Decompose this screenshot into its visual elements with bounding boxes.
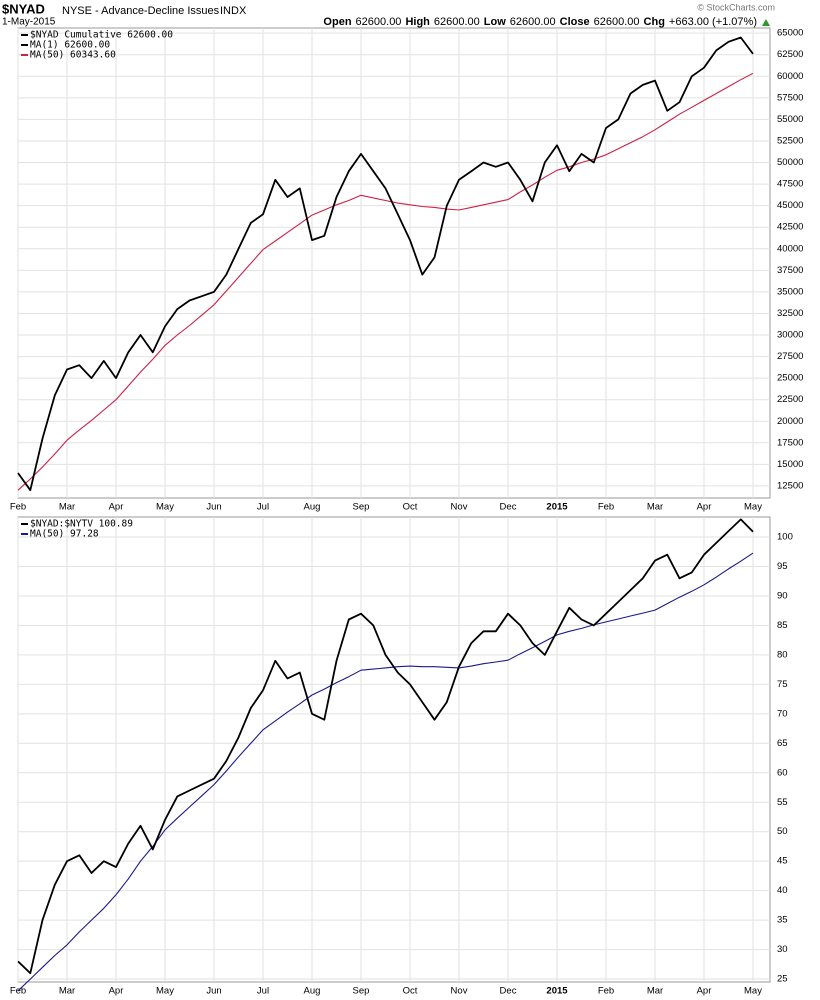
x-tick-label: Apr <box>697 502 712 513</box>
y-tick-label: 100 <box>777 532 793 543</box>
x-tick-label: Apr <box>697 986 712 997</box>
x-tick-label: Jul <box>257 502 269 513</box>
x-tick-label: May <box>744 986 762 997</box>
y-tick-label: 55 <box>777 797 788 808</box>
x-tick-label: Jun <box>206 502 221 513</box>
series-line <box>17 72 754 491</box>
x-tick-label: Feb <box>598 502 614 513</box>
y-tick-label: 30000 <box>777 330 803 341</box>
x-tick-label: Sep <box>353 502 370 513</box>
x-tick-label: May <box>156 502 174 513</box>
y-tick-label: 45 <box>777 856 788 867</box>
x-tick-label: Jul <box>257 986 269 997</box>
plot-area <box>17 27 771 499</box>
x-tick-label: Sep <box>353 986 370 997</box>
y-tick-label: 45000 <box>777 200 803 211</box>
quote-label: Open <box>323 16 351 28</box>
x-tick-label: Apr <box>109 502 124 513</box>
x-tick-label: Feb <box>10 986 26 997</box>
y-tick-label: 80 <box>777 649 788 660</box>
legend-label: MA(50) 97.28 <box>30 529 99 540</box>
quote-label: Close <box>560 16 590 28</box>
x-tick-label: Dec <box>500 986 517 997</box>
date: 1-May-2015 <box>2 17 56 28</box>
y-tick-label: 60 <box>777 767 788 778</box>
legend-label: $NYAD Cumulative 62600.00 <box>30 30 173 41</box>
x-tick-label: Nov <box>451 986 468 997</box>
x-tick-label: Nov <box>451 502 468 513</box>
x-tick-label: 2015 <box>546 986 568 997</box>
x-tick-label: Jun <box>206 986 221 997</box>
y-tick-label: 32500 <box>777 308 803 319</box>
x-tick-label: Aug <box>304 986 321 997</box>
y-tick-label: 42500 <box>777 222 803 233</box>
x-tick-label: Mar <box>647 986 663 997</box>
y-tick-label: 35000 <box>777 286 803 297</box>
quote-value: +663.00 (+1.07%) <box>669 16 757 28</box>
up-arrow <box>762 19 770 26</box>
y-tick-label: 55000 <box>777 114 803 125</box>
y-tick-label: 95 <box>777 561 788 572</box>
y-tick-label: 50 <box>777 826 788 837</box>
x-tick-label: Mar <box>647 502 663 513</box>
x-tick-label: May <box>744 502 762 513</box>
x-tick-label: Dec <box>500 502 517 513</box>
y-tick-label: 25 <box>777 974 788 985</box>
quote-value: 62600.00 <box>594 16 640 28</box>
y-tick-label: 25000 <box>777 373 803 384</box>
y-tick-label: 22500 <box>777 394 803 405</box>
plot-area <box>17 516 771 983</box>
series-line <box>17 36 754 492</box>
quote-label: Low <box>484 16 506 28</box>
quote-label: High <box>405 16 430 28</box>
x-tick-label: Feb <box>598 986 614 997</box>
quote-value: 62600.00 <box>356 16 402 28</box>
y-tick-label: 37500 <box>777 265 803 276</box>
x-tick-label: Mar <box>59 986 75 997</box>
y-tick-label: 75 <box>777 679 788 690</box>
x-tick-label: Aug <box>304 502 321 513</box>
y-tick-label: 52500 <box>777 135 803 146</box>
y-tick-label: 15000 <box>777 459 803 470</box>
subtitle: NYSE - Advance-Decline Issues <box>62 5 220 17</box>
y-tick-label: 65 <box>777 738 788 749</box>
quote-value: 62600.00 <box>510 16 556 28</box>
x-tick-label: Oct <box>403 502 418 513</box>
y-tick-label: 62500 <box>777 49 803 60</box>
credit: © StockCharts.com <box>697 2 775 12</box>
symbol: $NYAD <box>2 1 45 16</box>
y-tick-label: 40000 <box>777 243 803 254</box>
y-tick-label: 47500 <box>777 179 803 190</box>
y-tick-label: 12500 <box>777 480 803 491</box>
x-tick-label: Oct <box>403 986 418 997</box>
legend-label: MA(50) 60343.60 <box>30 50 116 61</box>
y-tick-label: 20000 <box>777 416 803 427</box>
legend-label: MA(1) 62600.00 <box>30 40 110 51</box>
y-tick-label: 30 <box>777 944 788 955</box>
y-tick-label: 40 <box>777 885 788 896</box>
y-tick-label: 60000 <box>777 71 803 82</box>
x-tick-label: Feb <box>10 502 26 513</box>
y-tick-label: 57500 <box>777 92 803 103</box>
y-tick-label: 35 <box>777 915 788 926</box>
series-line <box>17 518 754 975</box>
x-tick-label: 2015 <box>546 502 568 513</box>
y-tick-label: 65000 <box>777 28 803 39</box>
y-tick-label: 90 <box>777 590 788 601</box>
series-line <box>17 552 754 992</box>
legend-label: $NYAD:$NYTV 100.89 <box>30 519 133 530</box>
y-tick-label: 50000 <box>777 157 803 168</box>
exchange: INDX <box>220 5 247 17</box>
x-tick-label: Apr <box>109 986 124 997</box>
x-tick-label: May <box>156 986 174 997</box>
quote-label: Chg <box>644 16 665 28</box>
y-tick-label: 70 <box>777 708 788 719</box>
quote-value: 62600.00 <box>434 16 480 28</box>
x-tick-label: Mar <box>59 502 75 513</box>
y-tick-label: 27500 <box>777 351 803 362</box>
y-tick-label: 17500 <box>777 437 803 448</box>
y-tick-label: 85 <box>777 620 788 631</box>
